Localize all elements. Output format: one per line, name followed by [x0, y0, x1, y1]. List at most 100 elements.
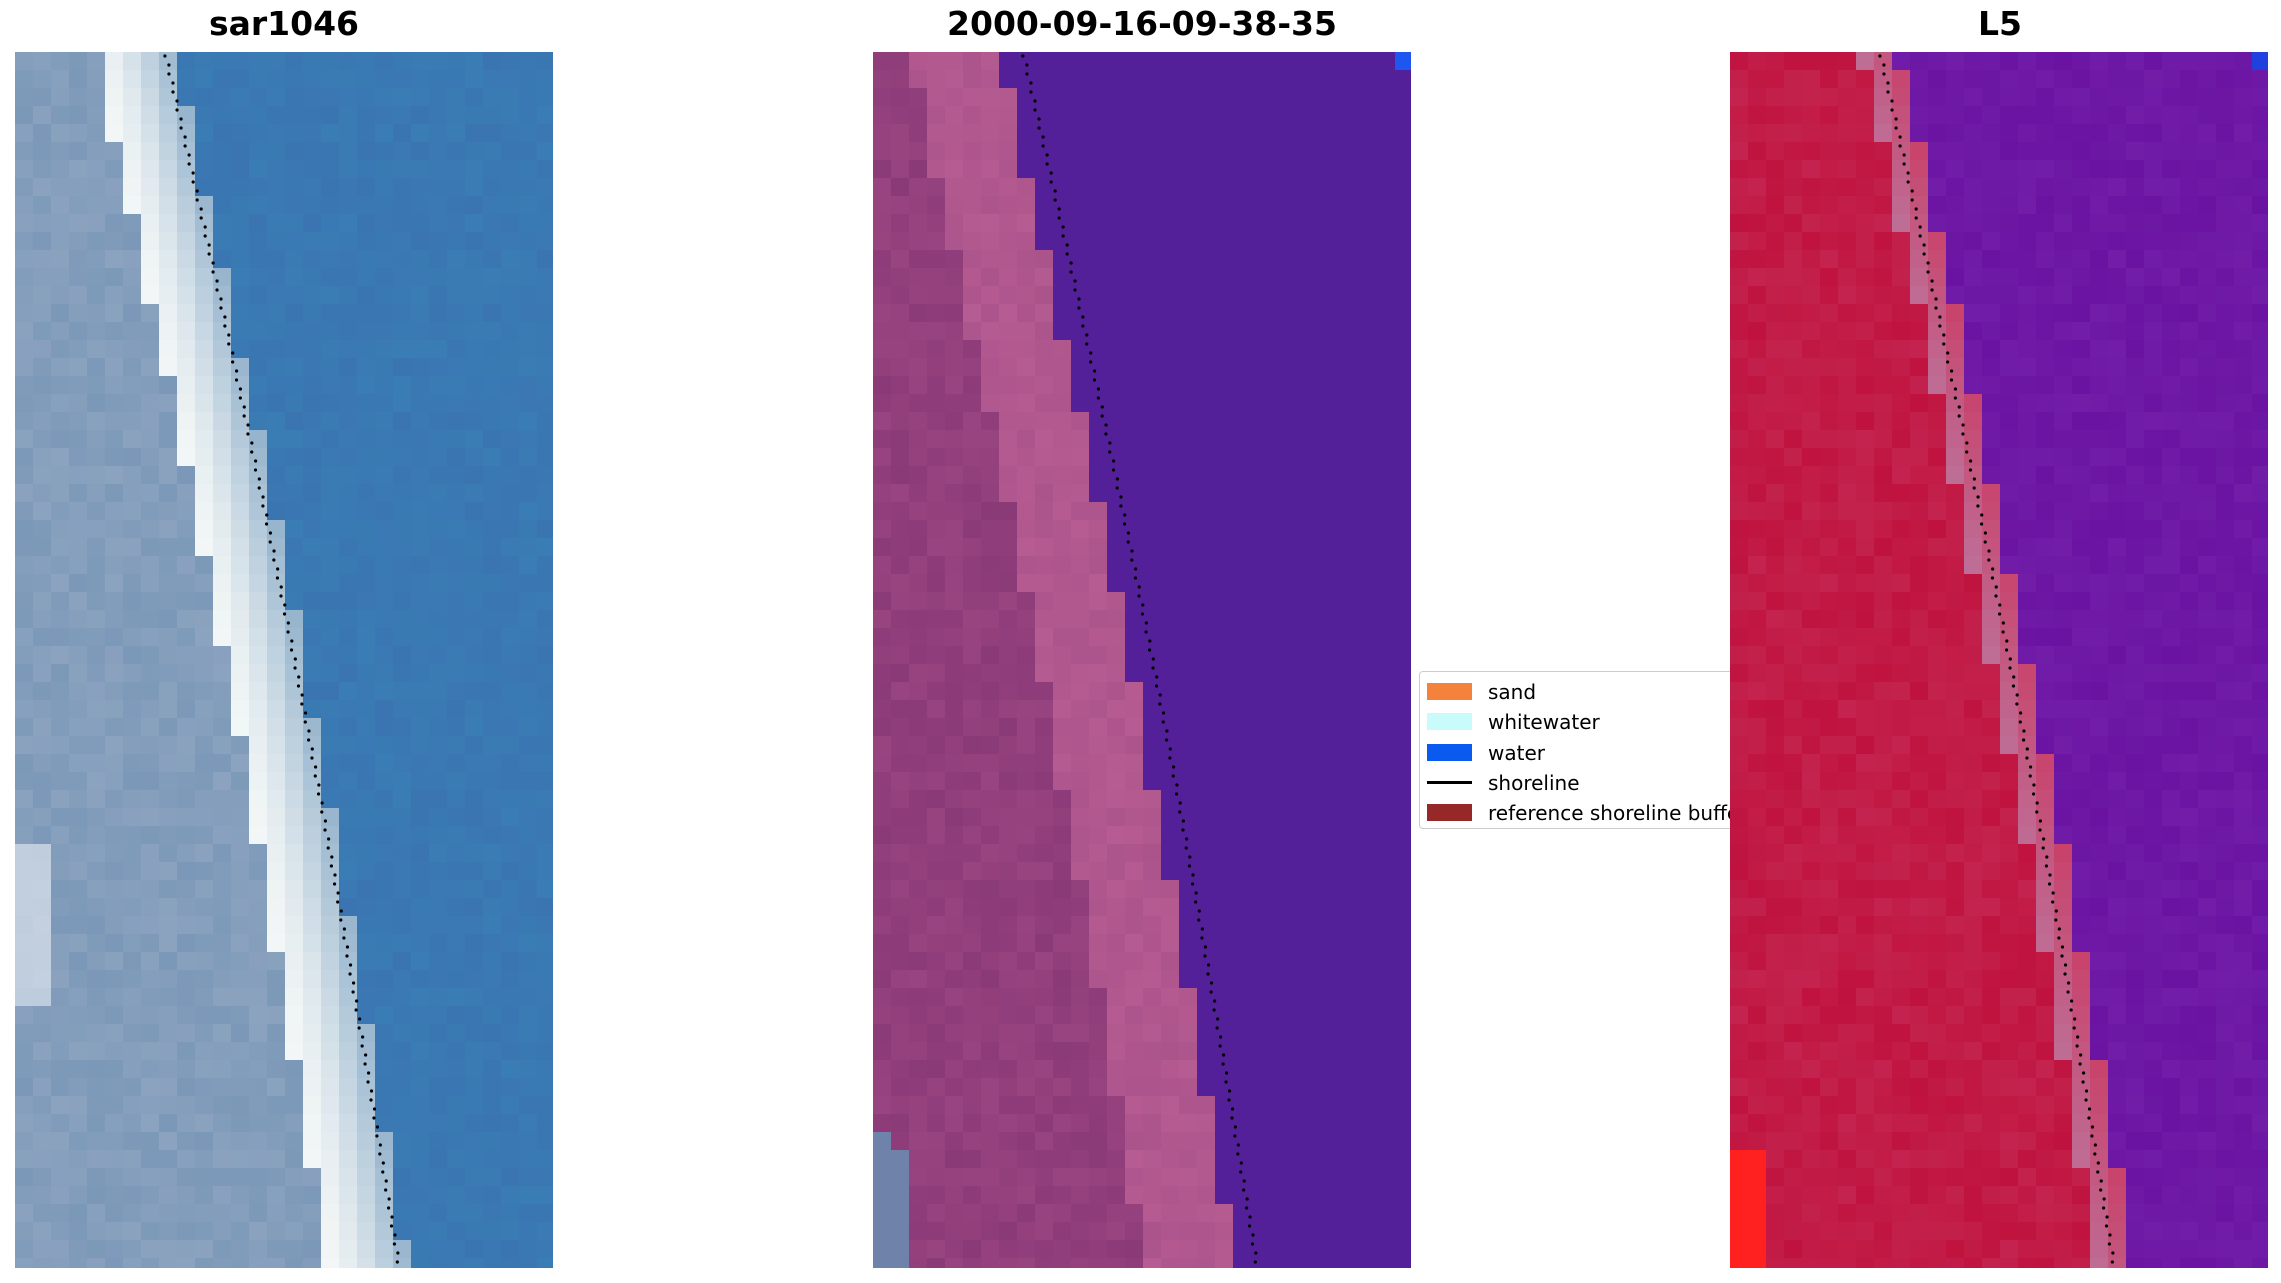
shoreline-dot [1938, 315, 1942, 319]
shoreline-dot [1057, 216, 1061, 220]
shoreline-dot [320, 801, 324, 805]
shoreline-dot [1957, 414, 1961, 418]
shoreline-dot [2087, 1116, 2091, 1120]
shoreline-dot [2038, 819, 2043, 823]
shoreline-dot [279, 585, 283, 589]
shoreline-dot [1158, 702, 1162, 706]
shoreline-dot [289, 648, 294, 652]
shoreline-dot [2047, 882, 2052, 886]
shoreline-dot [1990, 576, 1995, 580]
shoreline-dot [1089, 360, 1093, 364]
shoreline-dot [2066, 981, 2071, 985]
shoreline-dot [1181, 819, 1186, 823]
shoreline-dot [242, 405, 246, 409]
shoreline-dot [1049, 171, 1053, 175]
shoreline-dot [265, 513, 269, 517]
shoreline-dot [366, 1071, 371, 1075]
shoreline-dot [2073, 1017, 2077, 1021]
legend-label-whitewater: whitewater [1488, 710, 1600, 734]
shoreline-dot [1987, 558, 1991, 562]
shoreline-dot [327, 837, 331, 841]
shoreline-dot [336, 900, 340, 904]
shoreline-dot [1158, 693, 1162, 697]
shoreline-dot [1244, 1206, 1249, 1210]
shoreline-dot [1178, 801, 1182, 805]
shoreline-dot [1172, 765, 1176, 769]
shoreline-dot [1092, 369, 1097, 373]
shoreline-dot [191, 180, 195, 184]
shoreline-dot [1115, 486, 1119, 490]
shoreline-dot [2081, 1080, 2085, 1084]
shoreline-dot [1987, 549, 1991, 553]
shoreline-dot [1972, 477, 1976, 481]
shoreline-dot [1081, 324, 1085, 328]
shoreline-dot [1191, 873, 1195, 877]
shoreline-dot [303, 720, 307, 724]
shoreline-dot [1200, 927, 1204, 931]
shoreline-dot [1155, 675, 1159, 679]
shoreline-dot [342, 927, 346, 931]
shoreline-dot [1151, 666, 1155, 670]
legend-label-reference-buffer: reference shoreline buffer [1488, 801, 1748, 825]
shoreline-dot [1194, 891, 1198, 895]
shoreline-dot [163, 54, 167, 58]
shoreline-dot [1976, 504, 1980, 508]
shoreline-dot [375, 1125, 380, 1129]
shoreline-dot [219, 306, 223, 310]
shoreline-dot [1953, 396, 1957, 400]
shoreline-dot [1230, 1116, 1234, 1120]
shoreline-dot [1029, 90, 1033, 94]
shoreline-dot [1081, 315, 1085, 319]
shoreline-dot [1111, 468, 1116, 472]
shoreline-dot [1104, 432, 1108, 436]
shoreline-dot [179, 126, 183, 130]
shoreline-dot [1890, 99, 1894, 103]
shoreline-dot [293, 657, 297, 661]
shoreline-dot [339, 918, 343, 922]
shoreline-dot [2107, 1242, 2112, 1246]
shoreline-dot [2044, 864, 2049, 868]
shoreline-dot [187, 162, 191, 166]
shoreline-dot [2001, 621, 2005, 625]
shoreline-dot [317, 783, 321, 787]
shoreline-dot [1168, 747, 1172, 751]
shoreline-dot [2031, 792, 2036, 796]
legend-label-sand: sand [1488, 680, 1537, 704]
shoreline-dot [1968, 468, 1973, 472]
classified-image-panel [873, 52, 1411, 1268]
shoreline-dot [2022, 729, 2026, 733]
shoreline-dot [1144, 621, 1148, 625]
shoreline-dot [1206, 972, 1210, 976]
shoreline-dot [2051, 900, 2055, 904]
shoreline-dot [1188, 855, 1192, 859]
shoreline-dot [2051, 891, 2055, 895]
shoreline-dot [238, 396, 242, 400]
shoreline-dot [333, 873, 337, 877]
panel-title-date: 2000-09-16-09-38-35 [947, 4, 1337, 43]
shoreline-dot [1130, 558, 1134, 562]
shoreline-dot [2069, 1008, 2073, 1012]
shoreline-dot [1953, 387, 1958, 391]
shoreline-dot [179, 117, 183, 121]
shoreline-dot [1922, 252, 1926, 256]
shoreline-dot [1882, 63, 1886, 67]
shoreline-dot [268, 540, 272, 544]
shoreline-dot [320, 810, 324, 814]
shoreline-dot [332, 882, 337, 886]
shoreline-dot [2042, 837, 2046, 841]
shoreline-dot [300, 693, 304, 697]
shoreline-dot [1983, 540, 1987, 544]
shoreline-dot [2096, 1170, 2100, 1174]
shoreline-dot [2108, 1233, 2112, 1237]
shoreline-dot [2004, 648, 2009, 652]
shoreline-dot [264, 522, 269, 526]
shoreline-dot [2022, 738, 2026, 742]
shoreline-dot [1965, 450, 1969, 454]
shoreline-dot [2079, 1053, 2083, 1057]
shoreline-dot [234, 369, 239, 373]
shoreline-dot [1104, 423, 1108, 427]
shoreline-dot [257, 477, 261, 481]
shoreline-dot [1882, 72, 1886, 76]
shoreline-dot [1148, 639, 1152, 643]
shoreline-dot [1126, 531, 1131, 535]
